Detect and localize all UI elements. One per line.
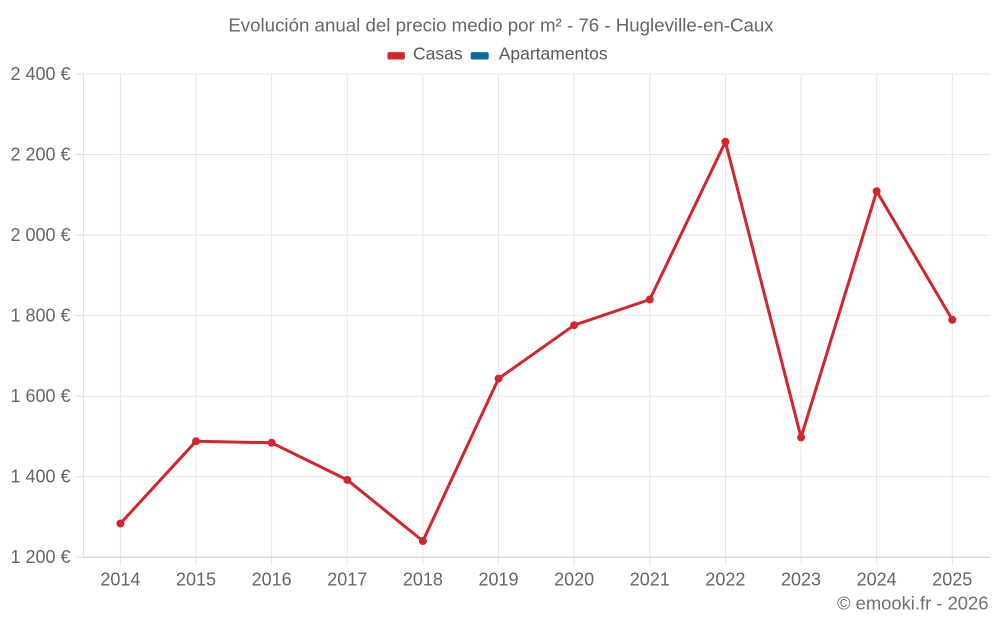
svg-text:1 400 €: 1 400 € (10, 467, 70, 487)
svg-text:2022: 2022 (705, 569, 745, 589)
svg-text:2019: 2019 (479, 569, 519, 589)
svg-text:2014: 2014 (100, 569, 140, 589)
svg-text:2015: 2015 (176, 569, 216, 589)
svg-text:2 200 €: 2 200 € (10, 144, 70, 164)
svg-text:Evolución anual del precio med: Evolución anual del precio medio por m² … (228, 14, 774, 35)
svg-text:2 400 €: 2 400 € (10, 64, 70, 84)
svg-text:1 200 €: 1 200 € (10, 547, 70, 567)
svg-text:2024: 2024 (857, 569, 897, 589)
svg-text:2025: 2025 (932, 569, 972, 589)
svg-text:2016: 2016 (252, 569, 292, 589)
svg-text:© emooki.fr - 2026: © emooki.fr - 2026 (837, 593, 989, 614)
svg-text:2023: 2023 (781, 569, 821, 589)
svg-text:1 800 €: 1 800 € (10, 306, 70, 326)
svg-text:2018: 2018 (403, 569, 443, 589)
svg-text:Casas: Casas (413, 44, 463, 64)
svg-text:2017: 2017 (327, 569, 367, 589)
svg-text:2 000 €: 2 000 € (10, 225, 70, 245)
svg-text:2021: 2021 (630, 569, 670, 589)
svg-text:Apartamentos: Apartamentos (499, 44, 608, 64)
svg-text:2020: 2020 (554, 569, 594, 589)
svg-text:1 600 €: 1 600 € (10, 386, 70, 406)
